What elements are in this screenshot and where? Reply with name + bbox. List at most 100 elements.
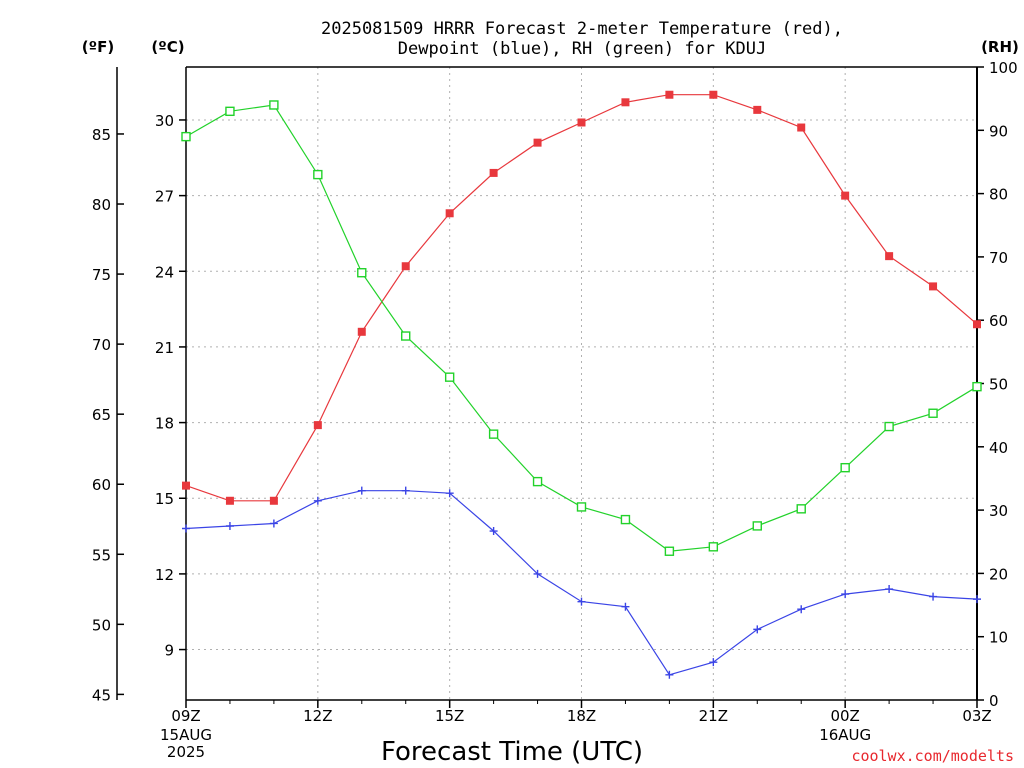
rh-tick-label: 30 [989,502,1008,520]
series-layer [181,90,982,679]
temperature-point [709,90,718,99]
fahrenheit-unit-label: (ºF) [82,38,114,56]
rh-point [664,546,675,556]
x-tick-label: 21Z [699,707,728,725]
celsius-tick-label: 15 [155,490,174,508]
temperature-point [182,481,190,490]
rh-point [444,372,455,382]
temperature-point [313,421,322,430]
celsius-tick-label: 9 [164,642,174,660]
dewpoint-point [269,519,278,528]
rh-point [840,462,850,473]
dewpoint-point [489,527,498,536]
rh-point [620,514,631,525]
dewpoint-point [973,595,981,604]
dewpoint-point [357,486,366,495]
celsius-tick-label: 27 [155,188,174,206]
fahrenheit-tick-label: 85 [92,126,111,144]
fahrenheit-tick-label: 60 [92,476,111,494]
dewpoint-point [709,658,718,667]
temperature-point [445,209,454,218]
x-tick-label: 12Z [303,707,332,725]
celsius-tick-label: 24 [155,263,174,281]
rh-tick-label: 70 [989,249,1008,267]
dewpoint-point [621,602,630,611]
x-tick-label: 03Z [962,707,991,725]
rh-point [357,268,367,278]
x-axis-label: Forecast Time (UTC) [381,737,643,767]
chart-title-line1: 2025081509 HRRR Forecast 2-meter Tempera… [321,19,843,39]
fahrenheit-tick-label: 55 [92,546,111,564]
temperature-point [489,168,498,177]
rh-tick-label: 80 [989,186,1008,204]
celsius-tick-label: 18 [155,415,174,433]
dewpoint-point [885,585,894,594]
series-rh [181,100,982,556]
rh-tick-label: 60 [989,312,1008,330]
rh-point [796,504,806,514]
x-tick-sublabel: 15AUG [160,726,212,744]
fahrenheit-tick-label: 45 [92,686,111,704]
dewpoint-point [929,592,938,601]
temperature-point [973,320,981,329]
rh-point [269,100,279,110]
fahrenheit-tick-label: 50 [92,616,111,634]
rh-point [928,408,938,418]
dewpoint-point [182,524,190,533]
temperature-point [577,118,586,127]
x-tick-label: 15Z [435,707,464,725]
dewpoint-point [841,590,850,599]
axes: 9 12 15 18 21 24 27 30 45 50 55 60 65 70 75 80 85 0 10 20 30… [92,59,1018,761]
rh-point [576,502,587,512]
rh-unit-label: (RH) [981,38,1019,56]
dewpoint-point [401,486,410,495]
rh-point [752,521,762,531]
temperature-point [885,252,894,261]
series-temperature [182,90,981,505]
rh-point [225,106,235,117]
dewpoint-point [753,625,762,634]
rh-point [488,429,499,439]
temperature-point [929,282,938,291]
rh-point [972,381,982,392]
temperature-point [533,138,542,147]
temperature-point [841,191,850,200]
rh-point [884,421,894,432]
x-tick-label: 00Z [830,707,859,725]
x-tick-label: 18Z [567,707,596,725]
rh-point [181,131,191,142]
rh-tick-label: 40 [989,439,1008,457]
fahrenheit-tick-label: 80 [92,196,111,214]
temperature-point [357,327,366,336]
series-line-rh [185,104,978,552]
fahrenheit-tick-label: 65 [92,406,111,424]
rh-tick-label: 0 [989,692,999,710]
temperature-point [753,105,762,114]
rh-point [313,169,323,180]
x-tick-label: 09Z [171,707,200,725]
temperature-point [621,98,630,107]
rh-tick-label: 100 [989,59,1018,77]
dewpoint-point [225,521,234,530]
rh-point [401,331,411,341]
temperature-point [269,496,278,505]
rh-tick-label: 90 [989,122,1008,140]
chart-title-line2: Dewpoint (blue), RH (green) for KDUJ [398,39,766,59]
temperature-point [225,496,234,505]
fahrenheit-tick-label: 75 [92,266,111,284]
dewpoint-point [313,496,322,505]
x-tick-sublabel: 2025 [167,743,205,761]
rh-point [532,476,543,487]
dewpoint-point [445,489,454,498]
temperature-point [665,90,674,99]
dewpoint-point [577,597,586,606]
temperature-point [401,262,410,271]
celsius-unit-label: (ºC) [151,38,184,56]
dewpoint-point [665,670,674,679]
rh-tick-label: 10 [989,629,1008,647]
rh-point [708,542,719,552]
celsius-tick-label: 12 [155,566,174,584]
temperature-point [797,123,806,132]
rh-tick-label: 20 [989,565,1008,583]
